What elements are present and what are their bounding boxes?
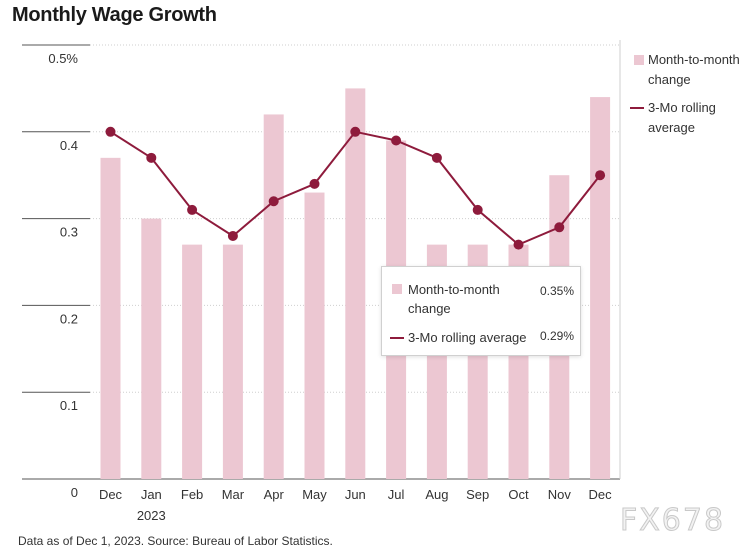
tooltip-value-line: 0.29% [539, 329, 574, 343]
legend-item-line[interactable]: 3-Mo rolling average [628, 98, 748, 138]
line-point[interactable] [391, 135, 402, 146]
line-point[interactable] [350, 126, 361, 137]
bar-series [100, 88, 611, 480]
bar[interactable] [141, 218, 162, 479]
y-tick-label: 0 [71, 485, 78, 500]
legend-label-line: 3-Mo rolling average [648, 100, 716, 135]
legend-item-bar[interactable]: Month-to-month change [628, 50, 748, 90]
x-tick-label: Oct [508, 487, 529, 502]
tooltip: Month-to-month change 0.35% 3-Mo rolling… [381, 266, 581, 356]
bar[interactable] [590, 97, 611, 479]
x-tick-label: Mar [222, 487, 245, 502]
tooltip-row-bar: Month-to-month change 0.35% [390, 280, 574, 320]
tooltip-line-swatch [390, 337, 404, 339]
x-axis: Dec Jan 2023 Feb Mar Apr May Jun Jul Aug Sep Oct Nov… [99, 487, 612, 523]
line-series [105, 126, 606, 250]
x-tick-label: Jul [388, 487, 405, 502]
footer-source: Data as of Dec 1, 2023. Source: Bureau o… [18, 534, 333, 548]
line-point[interactable] [309, 178, 320, 189]
legend-bar-swatch [634, 55, 644, 65]
bar[interactable] [304, 192, 325, 479]
tooltip-label-bar: Month-to-month change [408, 282, 500, 316]
line-point[interactable] [105, 126, 116, 137]
legend: Month-to-month change 3-Mo rolling avera… [628, 50, 748, 146]
watermark: FX678 [619, 503, 726, 539]
x-tick-label: Jun [345, 487, 366, 502]
x-tick-label: Feb [181, 487, 203, 502]
x-tick-label: Dec [589, 487, 613, 502]
x-tick-label: Aug [425, 487, 448, 502]
x-tick-label: Dec [99, 487, 123, 502]
tooltip-value-bar: 0.35% [539, 284, 574, 298]
bar[interactable] [100, 157, 121, 479]
line-point[interactable] [595, 170, 606, 181]
tooltip-label-line: 3-Mo rolling average [408, 330, 527, 345]
tooltip-bar-swatch [392, 284, 402, 294]
x-tick-label: May [302, 487, 327, 502]
line-point[interactable] [431, 152, 442, 163]
line-point[interactable] [554, 222, 565, 233]
y-tick-label: 0.4 [60, 138, 78, 153]
x-tick-label: Nov [548, 487, 572, 502]
legend-label-bar: Month-to-month change [648, 52, 740, 87]
line-point[interactable] [513, 239, 524, 250]
bar[interactable] [222, 244, 243, 479]
bar[interactable] [182, 244, 203, 479]
x-tick-label: Jan [141, 487, 162, 502]
y-axis: 0 0.1 0.2 0.3 0.4 0.5% [48, 51, 78, 500]
x-tick-sublabel: 2023 [137, 508, 166, 523]
line-point[interactable] [227, 230, 238, 241]
y-tick-label: 0.1 [60, 398, 78, 413]
legend-line-swatch [630, 107, 644, 109]
y-tick-label: 0.2 [60, 311, 78, 326]
tooltip-row-line: 3-Mo rolling average 0.29% [390, 328, 574, 348]
chart-title: Monthly Wage Growth [12, 4, 217, 26]
bar[interactable] [345, 88, 366, 480]
line-point[interactable] [187, 204, 198, 215]
line-point[interactable] [472, 204, 483, 215]
line-point[interactable] [146, 152, 157, 163]
x-tick-label: Sep [466, 487, 489, 502]
x-tick-label: Apr [264, 487, 285, 502]
line-point[interactable] [268, 196, 279, 207]
y-tick-label: 0.5% [48, 51, 78, 66]
y-tick-label: 0.3 [60, 225, 78, 240]
bar[interactable] [263, 114, 284, 479]
